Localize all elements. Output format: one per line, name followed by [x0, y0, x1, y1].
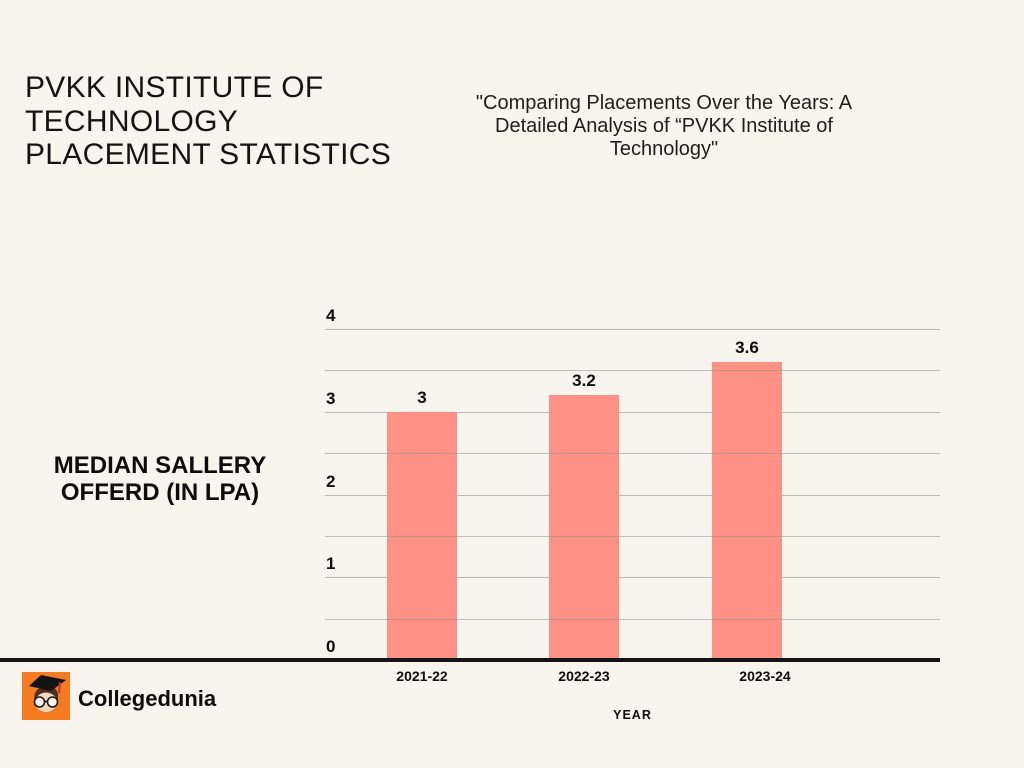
collegedunia-mascot-icon: [22, 672, 70, 720]
page-subtitle: "Comparing Placements Over the Years: A …: [414, 92, 914, 161]
bar-value-label: 3.2: [572, 371, 596, 391]
bar: [712, 362, 782, 660]
page-title-line: PLACEMENT STATISTICS: [25, 138, 392, 171]
y-tick-label: 3: [326, 388, 336, 408]
y-tick-label: 0: [326, 637, 336, 656]
gridline: [325, 453, 940, 455]
y-tick-label: 4: [326, 306, 336, 325]
y-tick-label: 2: [326, 471, 336, 491]
y-axis-title-line: MEDIAN SALLERY: [53, 452, 267, 479]
bar-value-label: 3.6: [735, 338, 759, 358]
page-subtitle-line: "Comparing Placements Over the Years: A: [475, 92, 853, 114]
brand-name: Collegedunia: [78, 686, 217, 711]
x-axis-line: [0, 658, 940, 662]
y-axis-title: MEDIAN SALLERY OFFERD (IN LPA): [30, 452, 290, 506]
y-tick-label: 1: [326, 554, 336, 574]
bar-value-label: 3: [417, 387, 427, 407]
gridline: [325, 618, 940, 620]
page-subtitle-line: Detailed Analysis of “PVKK Institute of: [495, 115, 833, 137]
bar: [549, 395, 619, 660]
page-subtitle-line: Technology": [609, 138, 719, 160]
y-axis-title-line: OFFERD (IN LPA): [60, 479, 260, 506]
x-tick-label: 2022-23: [558, 668, 610, 684]
page-title-line: PVKK INSTITUTE OF: [25, 71, 324, 104]
collegedunia-logo: [22, 672, 70, 720]
page-title-line: TECHNOLOGY: [25, 104, 239, 138]
gridline: [325, 577, 940, 579]
x-tick-label: 2021-22: [396, 668, 448, 684]
gridline: [325, 411, 940, 413]
page-title: PVKK INSTITUTE OF TECHNOLOGY PLACEMENT S…: [25, 71, 391, 172]
gridline: [325, 329, 940, 330]
gridline: [325, 535, 940, 537]
x-tick-label: 2023-24: [739, 668, 791, 684]
gridline: [325, 494, 940, 496]
x-axis-title: YEAR: [613, 708, 652, 722]
gridline: [325, 370, 940, 372]
